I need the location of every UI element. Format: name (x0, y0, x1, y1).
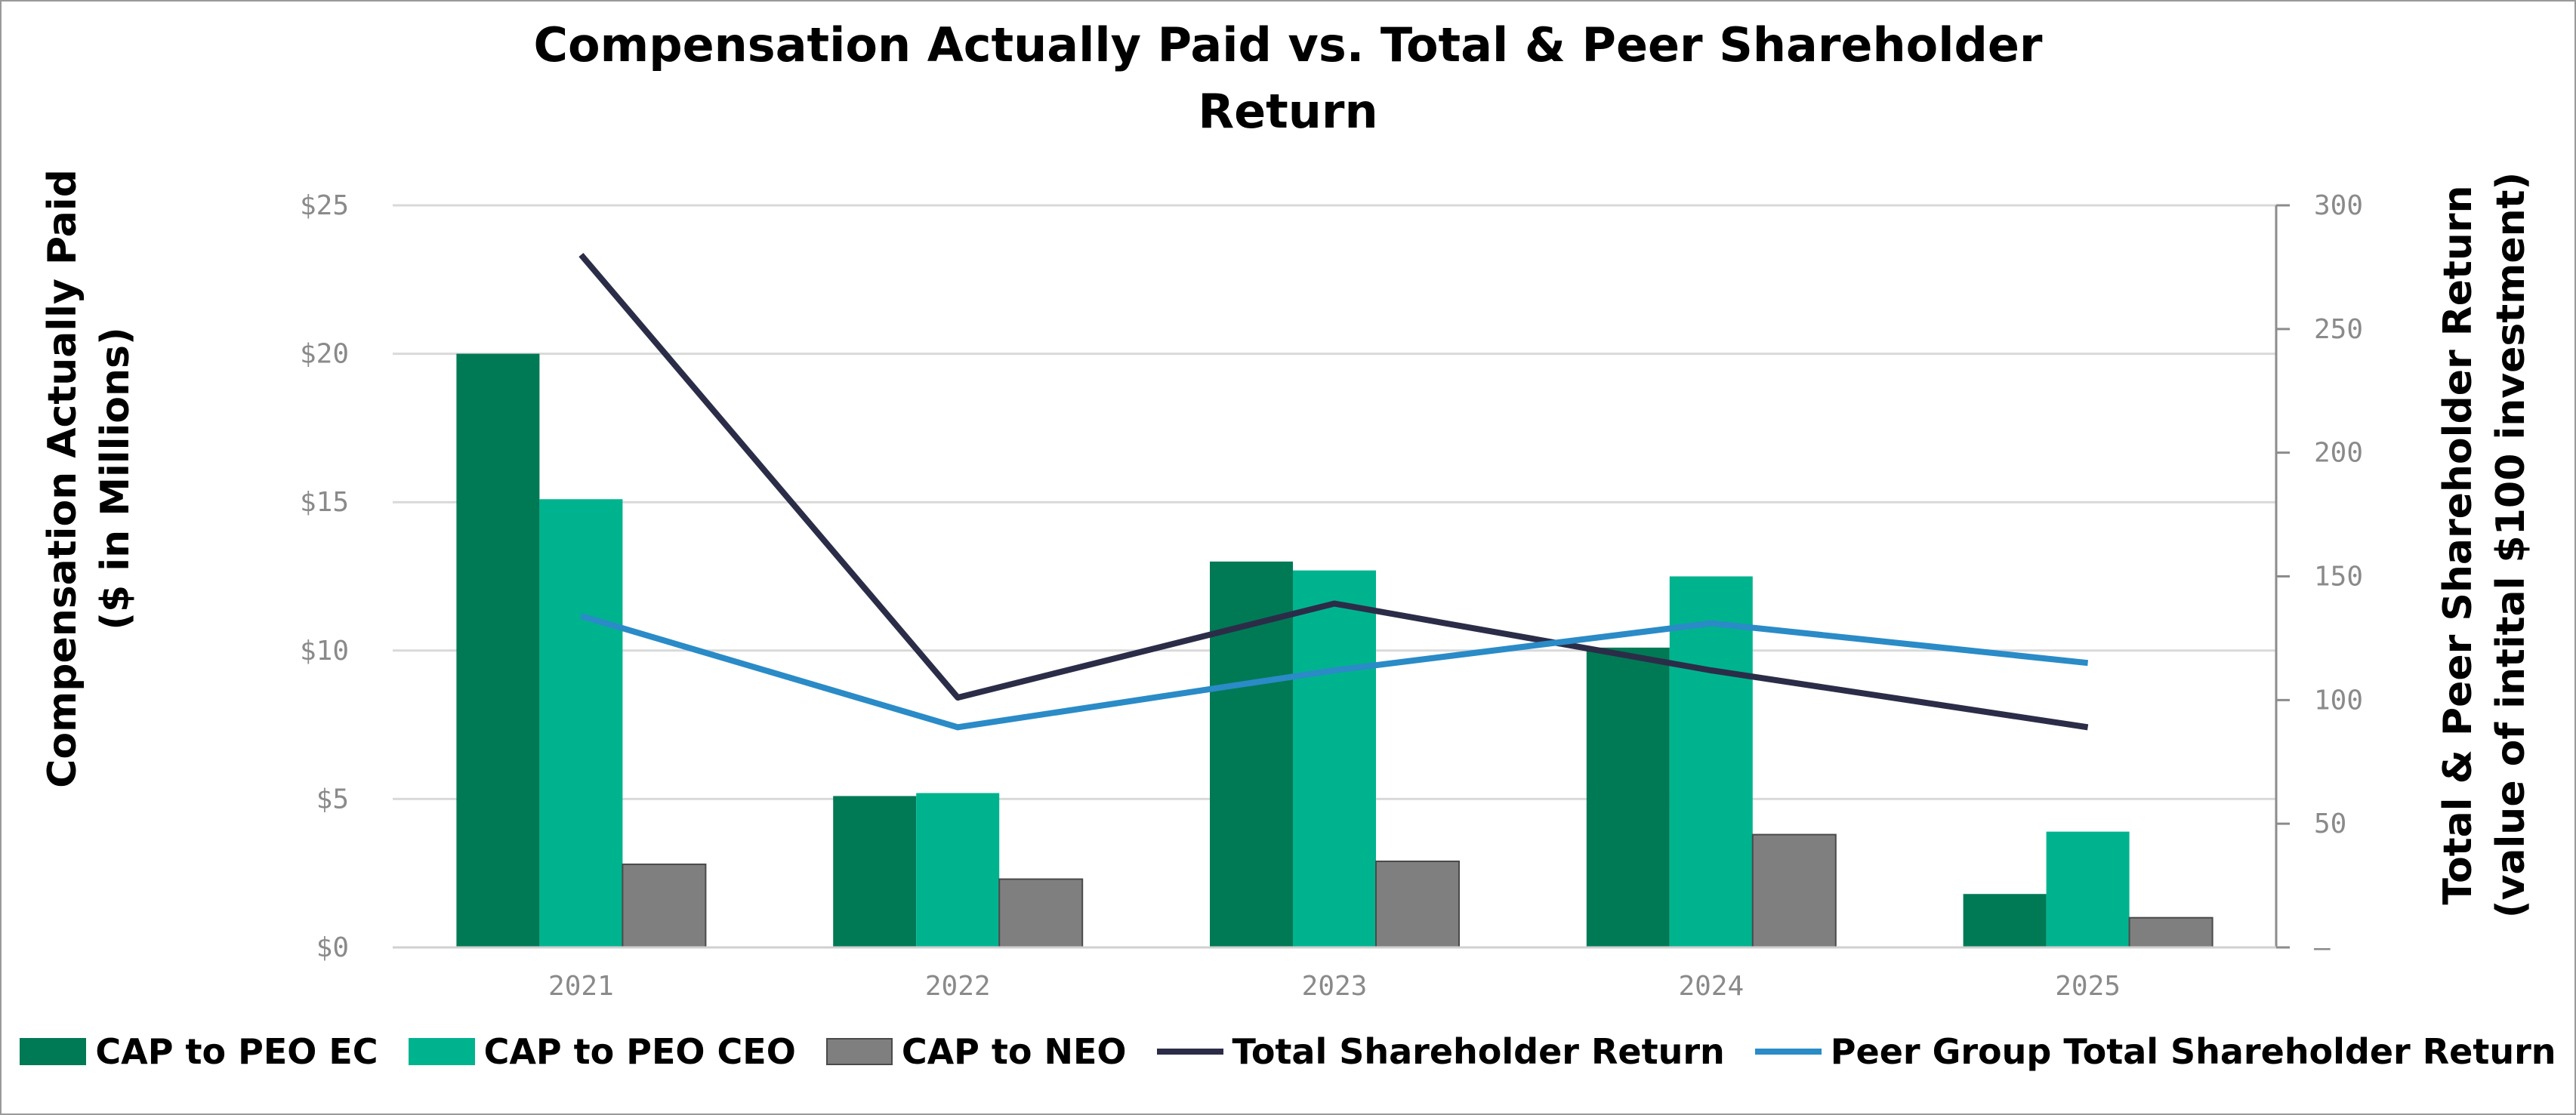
legend-item-peer-tsr: Peer Group Total Shareholder Return (1754, 1031, 2556, 1072)
left-tick-label: $20 (300, 339, 349, 370)
bar-cap-to-neo-2024 (1751, 833, 1837, 948)
legend-line-tsr (1156, 1049, 1223, 1055)
left-tick-label: $10 (300, 636, 349, 667)
legend-label-tsr: Total Shareholder Return (1232, 1031, 1725, 1072)
bar-cap-to-neo-2021 (622, 863, 707, 949)
legend-label-cap-neo: CAP to NEO (901, 1031, 1127, 1072)
legend-item-cap-peo-ec: CAP to PEO EC (20, 1031, 378, 1072)
legend-item-cap-neo: CAP to NEO (825, 1031, 1127, 1072)
chart-title: Compensation Actually Paid vs. Total & P… (2, 12, 2574, 145)
left-tick-label: $0 (316, 932, 349, 963)
line-series (578, 252, 2089, 731)
bar-cap-to-peo-ceo-2025 (2046, 831, 2130, 947)
left-tick-label: $25 (300, 190, 349, 221)
x-axis: 2021 2022 2023 2024 2025 (393, 946, 2276, 1002)
legend-line-peer-tsr (1754, 1049, 1822, 1055)
left-tick-label: $5 (316, 784, 349, 815)
bar-cap-to-peo-ec-2025 (1963, 894, 2047, 947)
right-tick-label: – (2314, 932, 2331, 963)
legend-label-peer-tsr: Peer Group Total Shareholder Return (1830, 1031, 2556, 1072)
legend-item-cap-peo-ceo: CAP to PEO CEO (408, 1031, 796, 1072)
x-tick-label: 2022 (925, 971, 991, 1002)
bar-cap-to-peo-ceo-2021 (539, 499, 623, 947)
legend-label-cap-peo-ceo: CAP to PEO CEO (483, 1031, 796, 1072)
bar-cap-to-peo-ceo-2022 (916, 793, 1000, 947)
left-tick-label: $15 (300, 487, 349, 518)
legend-swatch-cap-neo (825, 1038, 893, 1065)
bar-series (456, 353, 2214, 949)
bar-cap-to-peo-ec-2022 (833, 796, 917, 947)
bar-cap-to-peo-ceo-2023 (1293, 570, 1376, 947)
right-axis: – 50 100 150 200 250 300 (2275, 190, 2363, 963)
legend-swatch-cap-peo-ceo (408, 1038, 475, 1065)
bar-cap-to-neo-2023 (1375, 860, 1460, 949)
left-axis-ticks: $0 $5 $10 $15 $20 $25 (300, 190, 349, 963)
legend-label-cap-peo-ec: CAP to PEO EC (95, 1031, 378, 1072)
x-tick-label: 2021 (548, 971, 614, 1002)
x-tick-label: 2024 (1678, 971, 1744, 1002)
right-tick-label: 50 (2314, 809, 2346, 839)
x-tick-label: 2023 (1302, 971, 1368, 1002)
bar-cap-to-peo-ec-2021 (456, 353, 540, 948)
right-tick-label: 150 (2314, 562, 2363, 593)
line-peer-group-total-shareholder-return (580, 613, 2089, 731)
bar-cap-to-peo-ceo-2024 (1669, 576, 1753, 947)
bar-cap-to-neo-2025 (2128, 916, 2214, 949)
right-tick-label: 200 (2314, 438, 2363, 469)
chart-title-line-1: Compensation Actually Paid vs. Total & P… (533, 17, 2043, 72)
legend: CAP to PEO EC CAP to PEO CEO CAP to NEO … (2, 1031, 2574, 1072)
right-tick-label: 250 (2314, 314, 2363, 345)
legend-item-tsr: Total Shareholder Return (1156, 1031, 1725, 1072)
chart-title-line-2: Return (1198, 84, 1378, 139)
line-total-shareholder-return (578, 252, 2089, 731)
right-tick-label: 100 (2314, 685, 2363, 716)
right-tick-label: 300 (2314, 190, 2363, 221)
bar-cap-to-peo-ec-2024 (1586, 647, 1670, 947)
bar-cap-to-neo-2022 (998, 878, 1084, 948)
x-tick-label: 2025 (2055, 971, 2121, 1002)
legend-swatch-cap-peo-ec (20, 1038, 87, 1065)
